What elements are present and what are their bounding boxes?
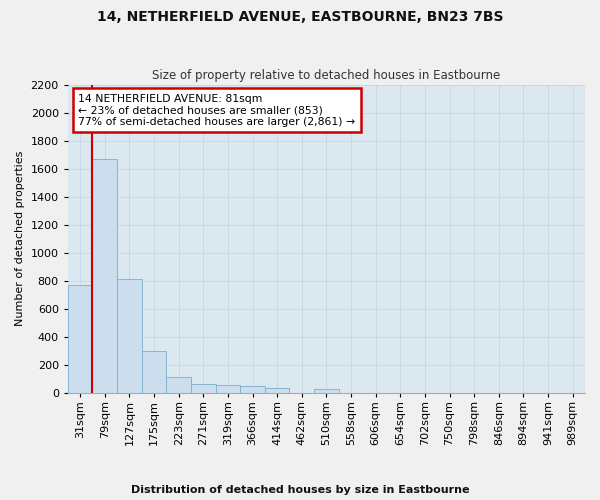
Bar <box>215 385 240 393</box>
Bar <box>166 377 191 393</box>
Text: 14, NETHERFIELD AVENUE, EASTBOURNE, BN23 7BS: 14, NETHERFIELD AVENUE, EASTBOURNE, BN23… <box>97 10 503 24</box>
Bar <box>314 388 339 393</box>
Bar <box>265 388 289 393</box>
Title: Size of property relative to detached houses in Eastbourne: Size of property relative to detached ho… <box>152 69 500 82</box>
Text: 14 NETHERFIELD AVENUE: 81sqm
← 23% of detached houses are smaller (853)
77% of s: 14 NETHERFIELD AVENUE: 81sqm ← 23% of de… <box>78 94 355 127</box>
Bar <box>68 285 92 393</box>
Text: Distribution of detached houses by size in Eastbourne: Distribution of detached houses by size … <box>131 485 469 495</box>
Bar <box>92 159 117 393</box>
Bar <box>240 386 265 393</box>
Bar <box>191 384 215 393</box>
Y-axis label: Number of detached properties: Number of detached properties <box>15 151 25 326</box>
Bar <box>117 280 142 393</box>
Bar <box>142 351 166 393</box>
